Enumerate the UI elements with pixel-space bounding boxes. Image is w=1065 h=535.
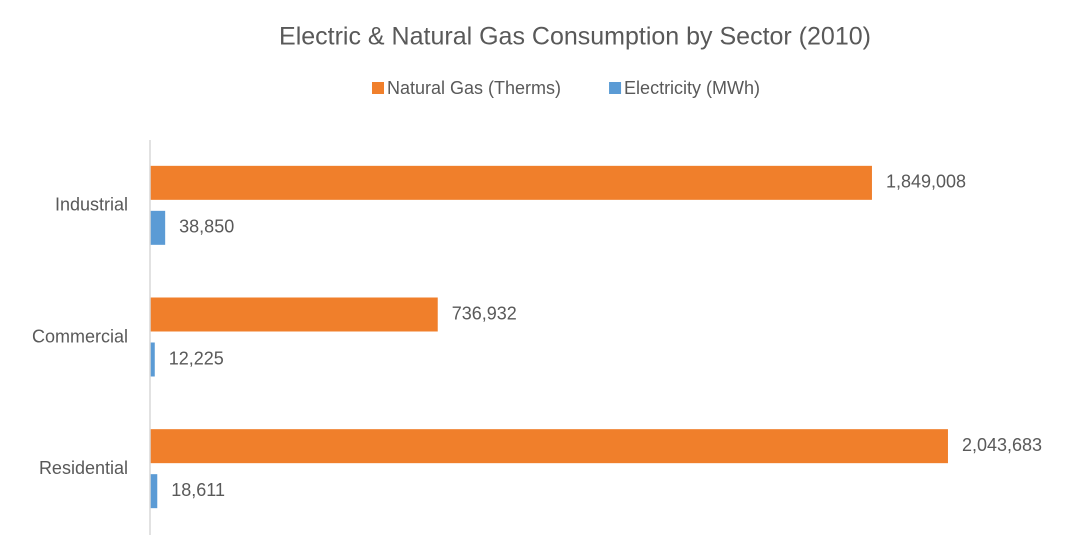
value-label: 18,611 bbox=[171, 480, 225, 500]
legend-swatch bbox=[372, 82, 384, 94]
legend: Natural Gas (Therms) Electricity (MWh) bbox=[372, 78, 760, 98]
bar bbox=[150, 342, 155, 377]
value-label: 736,932 bbox=[452, 303, 517, 323]
bar bbox=[150, 165, 872, 200]
bar bbox=[150, 297, 438, 332]
chart-title: Electric & Natural Gas Consumption by Se… bbox=[279, 23, 871, 51]
legend-label: Natural Gas (Therms) bbox=[387, 78, 561, 98]
value-label: 38,850 bbox=[179, 217, 234, 237]
legend-label: Electricity (MWh) bbox=[624, 78, 760, 98]
legend-swatch bbox=[609, 82, 622, 94]
value-label: 12,225 bbox=[169, 348, 224, 368]
bar bbox=[150, 474, 158, 509]
value-label: 1,849,008 bbox=[886, 172, 966, 192]
y-tick-label: Commercial bbox=[32, 326, 128, 346]
y-tick-label: Residential bbox=[39, 458, 128, 478]
bar bbox=[150, 429, 948, 464]
bar bbox=[150, 210, 166, 245]
value-label: 2,043,683 bbox=[962, 435, 1042, 455]
y-tick-label: Industrial bbox=[55, 195, 128, 215]
